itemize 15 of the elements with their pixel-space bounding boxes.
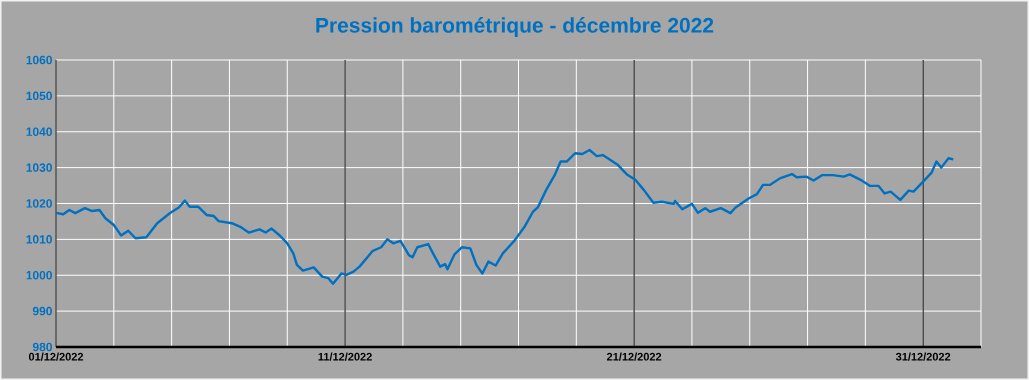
- y-tick-label: 990: [32, 306, 52, 316]
- y-tick-label: 1010: [26, 235, 52, 244]
- y-tick-label: 1050: [26, 91, 52, 101]
- x-tick-label: 31/12/2022: [895, 352, 951, 361]
- line-series: [54, 148, 955, 286]
- y-tick-label: 1000: [26, 270, 52, 280]
- chart-title: Pression barométrique - décembre 2022: [316, 17, 714, 37]
- x-tick-label: 21/12/2022: [606, 352, 662, 361]
- y-tick-label: 1060: [26, 55, 52, 65]
- y-tick-label: 1030: [26, 163, 52, 172]
- x-tick-label: 01/12/2022: [28, 352, 84, 361]
- y-tick-label: 1040: [26, 127, 52, 136]
- x-tick-label: 11/12/2022: [318, 352, 372, 361]
- y-tick-label: 980: [32, 342, 52, 352]
- y-tick-label: 1020: [26, 199, 52, 208]
